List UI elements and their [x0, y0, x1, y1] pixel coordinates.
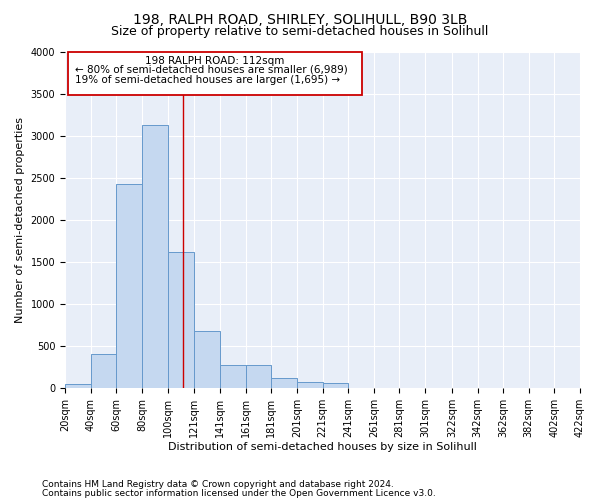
Bar: [323, 383, 348, 388]
Text: ← 80% of semi-detached houses are smaller (6,989): ← 80% of semi-detached houses are smalle…: [75, 64, 348, 74]
Bar: [245, 365, 271, 388]
Text: 198, RALPH ROAD, SHIRLEY, SOLIHULL, B90 3LB: 198, RALPH ROAD, SHIRLEY, SOLIHULL, B90 …: [133, 12, 467, 26]
Text: 19% of semi-detached houses are larger (1,695) →: 19% of semi-detached houses are larger (…: [75, 74, 340, 85]
Text: 198 RALPH ROAD: 112sqm: 198 RALPH ROAD: 112sqm: [145, 56, 284, 66]
Text: Contains HM Land Registry data © Crown copyright and database right 2024.: Contains HM Land Registry data © Crown c…: [42, 480, 394, 489]
Bar: [167, 252, 194, 388]
Bar: [142, 124, 167, 388]
Y-axis label: Number of semi-detached properties: Number of semi-detached properties: [15, 116, 25, 322]
Bar: [65, 384, 91, 388]
Bar: [271, 378, 297, 388]
Text: Size of property relative to semi-detached houses in Solihull: Size of property relative to semi-detach…: [112, 25, 488, 38]
Bar: [220, 365, 245, 388]
X-axis label: Distribution of semi-detached houses by size in Solihull: Distribution of semi-detached houses by …: [168, 442, 477, 452]
FancyBboxPatch shape: [68, 52, 362, 95]
Bar: [91, 354, 116, 388]
Bar: [194, 330, 220, 388]
Bar: [116, 184, 142, 388]
Text: Contains public sector information licensed under the Open Government Licence v3: Contains public sector information licen…: [42, 488, 436, 498]
Bar: [297, 382, 323, 388]
